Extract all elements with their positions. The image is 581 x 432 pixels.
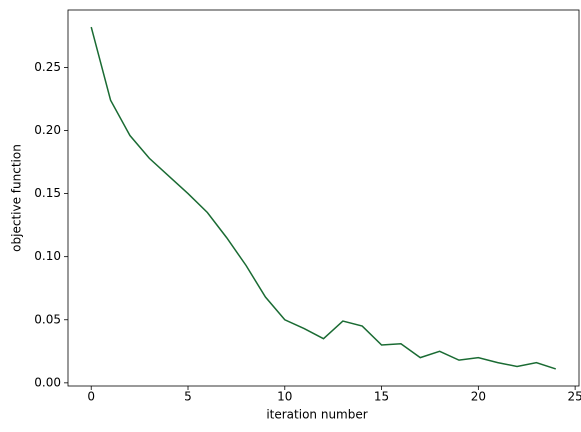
y-axis-label: objective function (10, 144, 24, 252)
y-tick-label: 0.10 (34, 249, 61, 263)
x-tick-label: 25 (567, 390, 581, 404)
plot-frame (67, 9, 580, 387)
x-axis-label: iteration number (266, 408, 367, 422)
y-tick-label: 0.00 (34, 375, 61, 389)
y-tick-label: 0.05 (34, 312, 61, 326)
x-tick-label: 20 (471, 390, 486, 404)
y-tick-label: 0.15 (34, 186, 61, 200)
y-tick-label: 0.25 (34, 60, 61, 74)
line (90, 26, 557, 370)
x-tick-label: 5 (184, 390, 192, 404)
x-tick-label: 0 (87, 390, 95, 404)
x-tick-label: 10 (277, 390, 292, 404)
x-tick-label: 15 (374, 390, 389, 404)
y-tick-label: 0.20 (34, 123, 61, 137)
